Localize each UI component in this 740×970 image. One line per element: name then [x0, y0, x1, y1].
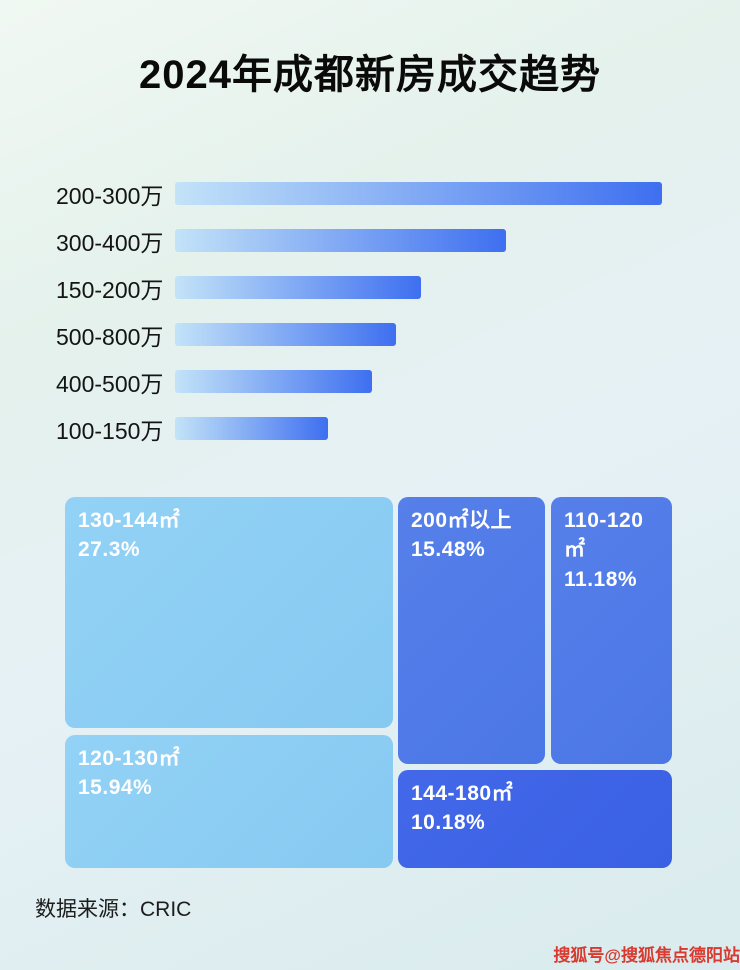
- bar-label: 100-150万: [56, 417, 164, 444]
- bar: [175, 229, 507, 252]
- bar-track: [175, 229, 662, 252]
- price-range-bar-chart: 200-300万 300-400万 150-200万 500-800万 400-: [0, 182, 740, 464]
- bar-row: 100-150万: [0, 417, 740, 444]
- treemap-block-value: 27.3%: [78, 538, 141, 562]
- area-share-treemap: 130-144㎡ 27.3% 120-130㎡ 15.94% 200㎡以上 15…: [65, 497, 672, 868]
- bar-row: 200-300万: [0, 182, 740, 209]
- bar-track: [175, 276, 662, 299]
- bar-row: 400-500万: [0, 370, 740, 397]
- treemap-block-value: 11.18%: [564, 567, 638, 591]
- bar-track: [175, 182, 662, 205]
- bar: [175, 276, 421, 299]
- treemap-block-value: 15.94%: [78, 776, 153, 800]
- treemap-block-label: 130-144㎡: [78, 509, 181, 532]
- treemap-block-label: 144-180㎡: [411, 782, 514, 805]
- treemap-block-120-130: 120-130㎡ 15.94%: [65, 735, 393, 868]
- treemap-block-value: 15.48%: [411, 538, 486, 562]
- bar-row: 300-400万: [0, 229, 740, 256]
- bar: [175, 370, 373, 393]
- bar-track: [175, 370, 662, 393]
- bar: [175, 323, 397, 346]
- treemap-block-200-plus: 200㎡以上 15.48%: [398, 497, 545, 764]
- bar-row: 500-800万: [0, 323, 740, 350]
- bar-label: 200-300万: [56, 182, 164, 209]
- treemap-block-value: 10.18%: [411, 811, 486, 835]
- bar: [175, 182, 662, 205]
- bar-label: 150-200万: [56, 276, 164, 303]
- bar-label: 500-800万: [56, 323, 164, 350]
- bar-row: 150-200万: [0, 276, 740, 303]
- treemap-block-label: 110-120㎡: [564, 509, 644, 562]
- treemap-block-110-120: 110-120㎡ 11.18%: [551, 497, 672, 764]
- data-source: 数据来源：CRIC: [35, 898, 192, 921]
- treemap-block-144-180: 144-180㎡ 10.18%: [398, 770, 672, 868]
- page-title: 2024年成都新房成交趋势: [139, 53, 601, 97]
- bar: [175, 417, 329, 440]
- bar-label: 300-400万: [56, 229, 164, 256]
- treemap-block-label: 200㎡以上: [411, 509, 513, 532]
- bar-label: 400-500万: [56, 370, 164, 397]
- treemap-block-130-144: 130-144㎡ 27.3%: [65, 497, 393, 728]
- watermark: 搜狐号@搜狐焦点德阳站: [553, 946, 740, 965]
- treemap-block-label: 120-130㎡: [78, 747, 181, 770]
- bar-track: [175, 323, 662, 346]
- bar-track: [175, 417, 662, 440]
